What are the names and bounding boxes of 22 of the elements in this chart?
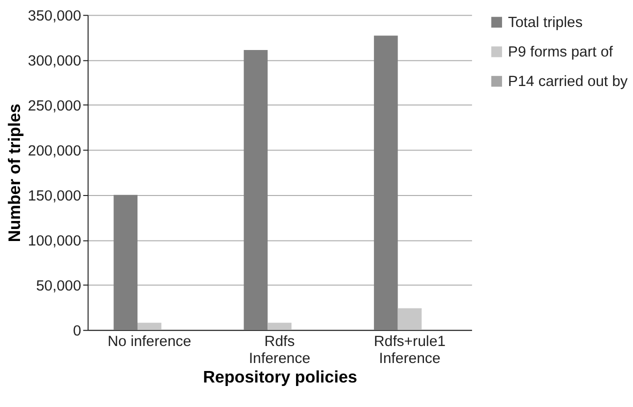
y-tick-label: 150,000: [28, 188, 82, 204]
y-axis-title: Number of triples: [4, 104, 24, 242]
x-tick-label: No inference: [108, 334, 192, 350]
bar: [398, 308, 422, 330]
y-tick-label: 50,000: [36, 278, 82, 294]
x-tick-label: Rdfs Inference: [248, 334, 310, 367]
legend-label: Total triples: [508, 15, 583, 32]
x-axis-title: Repository policies: [202, 368, 358, 387]
y-tick-label: 200,000: [28, 143, 82, 160]
bar: [138, 322, 162, 330]
y-tick-label: 350,000: [28, 8, 82, 24]
y-tick-label: 250,000: [28, 98, 82, 114]
bar: [268, 322, 292, 330]
y-tick-label: 300,000: [28, 53, 82, 70]
bar: [374, 36, 398, 330]
y-tick-label: 100,000: [28, 233, 82, 250]
bar: [114, 194, 138, 330]
legend-label: P14 carried out by: [508, 74, 628, 90]
y-tick-label: 0: [73, 323, 82, 340]
bar: [244, 50, 268, 330]
legend-label: P9 forms part of: [508, 44, 614, 61]
x-tick-label: Rdfs+rule1 Inference: [374, 334, 446, 367]
